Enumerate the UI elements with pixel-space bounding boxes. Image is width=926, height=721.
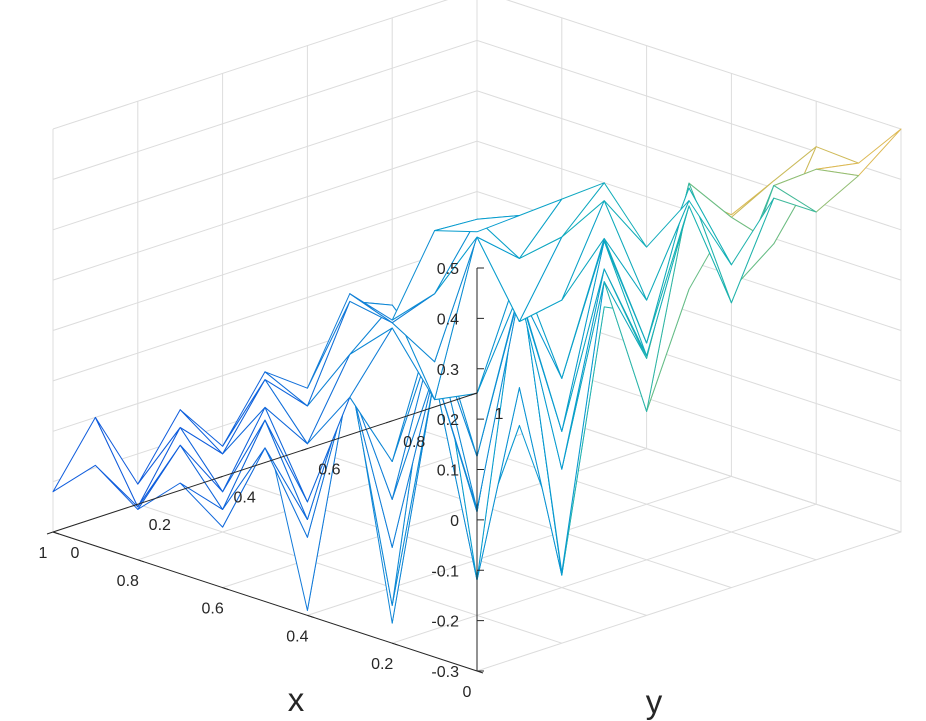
x-tick-label: 1 bbox=[39, 545, 48, 562]
grid-line bbox=[52, 0, 902, 130]
grid-line bbox=[52, 190, 902, 331]
x-axis-line bbox=[52, 531, 478, 672]
x-tick-mark bbox=[137, 559, 144, 563]
y-tick-label: 1 bbox=[495, 406, 504, 423]
x-tick-label: 0.6 bbox=[201, 601, 223, 618]
z-tick-label: -0.2 bbox=[431, 614, 459, 631]
y-axis-line bbox=[52, 392, 478, 533]
y-tick-mark bbox=[46, 531, 54, 535]
grid-line bbox=[52, 90, 902, 231]
z-tick-label: 0.4 bbox=[437, 311, 459, 328]
y-tick-label: 0.8 bbox=[403, 434, 425, 451]
y-tick-mark bbox=[131, 503, 138, 507]
y-tick-label: 0 bbox=[71, 545, 80, 562]
x-tick-mark bbox=[392, 642, 399, 646]
y-tick-mark bbox=[386, 420, 393, 424]
tick-labels: 0 0.2 0.4 0.6 0.8 1 0 0.2 0.4 0.6 0.8 1 -0.3 -0.2 -0.1… bbox=[39, 261, 504, 701]
y-tick-label: 0.2 bbox=[149, 517, 171, 534]
z-tick-label: 0.3 bbox=[437, 362, 459, 379]
mesh-face bbox=[434, 215, 520, 233]
x-tick-label: 0.2 bbox=[371, 656, 393, 673]
y-axis-label: y bbox=[646, 683, 663, 720]
z-tick-label: -0.1 bbox=[431, 563, 459, 580]
z-tick-label: 0.5 bbox=[437, 261, 459, 278]
x-tick-label: 0.8 bbox=[117, 573, 139, 590]
y-tick-mark bbox=[301, 448, 308, 452]
z-tick-label: -0.3 bbox=[431, 664, 459, 681]
grid-line bbox=[52, 39, 902, 180]
mesh-surface bbox=[52, 128, 902, 624]
y-tick-mark bbox=[216, 475, 223, 479]
x-tick-label: 0.4 bbox=[286, 628, 308, 645]
z-tick-label: 0.2 bbox=[437, 412, 459, 429]
x-tick-label: 0 bbox=[463, 684, 472, 701]
x-axis-label: x bbox=[288, 681, 305, 718]
z-tick-label: 0.1 bbox=[437, 463, 459, 480]
x-tick-mark bbox=[307, 614, 314, 618]
x-tick-mark bbox=[222, 587, 229, 591]
y-tick-label: 0.4 bbox=[233, 489, 255, 506]
x-tick-mark bbox=[52, 531, 60, 535]
mesh-face bbox=[52, 416, 139, 508]
z-tick-label: 0 bbox=[450, 513, 459, 530]
axes bbox=[46, 267, 484, 674]
y-tick-label: 0.6 bbox=[318, 462, 340, 479]
y-tick-mark bbox=[470, 392, 478, 396]
